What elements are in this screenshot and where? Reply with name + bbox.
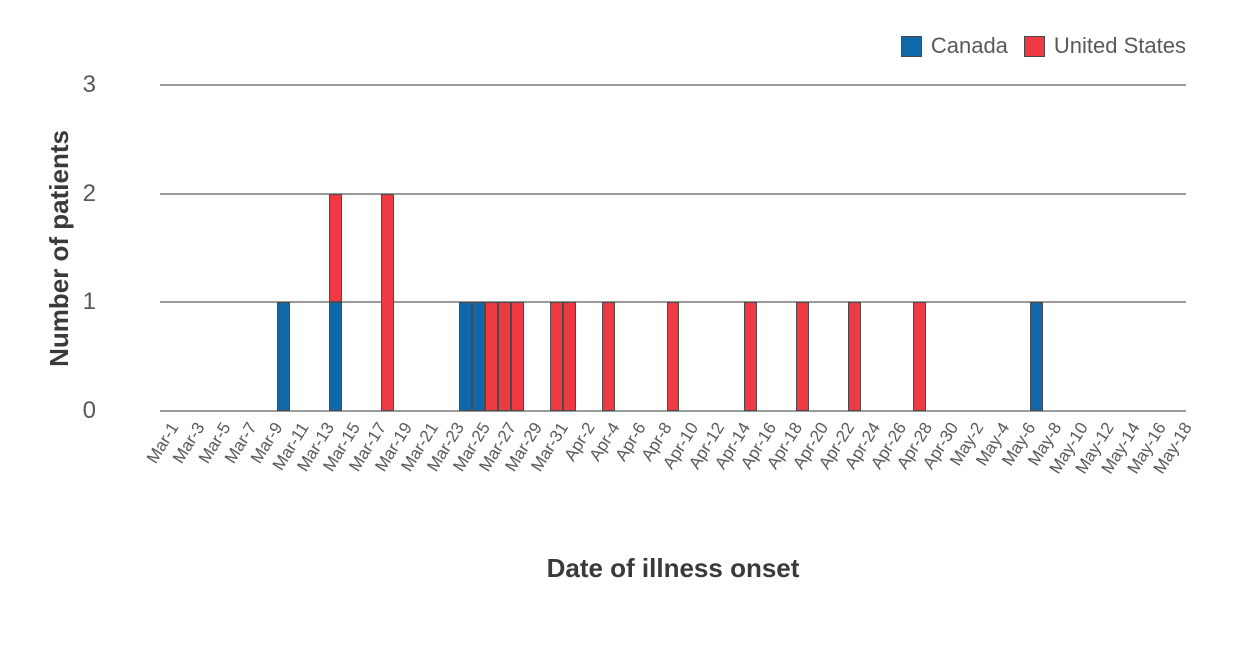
bar-segment-united-states (601, 302, 615, 411)
y-tick-label-0: 0 (82, 397, 96, 424)
plot-area: 0 1 2 3 Mar-1 Mar-3 Mar-5 Mar-7 Mar-9 Mar-11 Mar-1… (82, 71, 1196, 478)
legend: Canada United States (900, 33, 1186, 59)
bar-segment-canada (458, 302, 472, 411)
bar-segment-canada (276, 302, 290, 411)
legend-item-united-states: United States (1023, 33, 1186, 59)
canada-color-swatch-icon (900, 35, 922, 57)
bar-segment-united-states (484, 302, 498, 411)
bar-apr-4 (601, 302, 615, 411)
bar-mar-31 (549, 302, 563, 411)
bar-segment-united-states (510, 302, 524, 411)
bar-segment-canada (471, 302, 485, 411)
gridline-y2 (160, 192, 1186, 195)
bar-apr-15 (744, 302, 758, 411)
bar-segment-united-states (562, 302, 576, 411)
bar-segment-united-states (380, 193, 394, 411)
bar-apr-28 (913, 302, 927, 411)
bar-apr-23 (848, 302, 862, 411)
bar-mar-28 (510, 302, 524, 411)
y-tick-label-3: 3 (82, 71, 96, 98)
bar-segment-united-states (666, 302, 680, 411)
bar-segment-united-states (497, 302, 511, 411)
bar-segment-united-states (796, 302, 810, 411)
bar-segment-canada (1030, 302, 1044, 411)
x-axis-title: Date of illness onset (546, 553, 800, 583)
bar-mar-18 (380, 193, 394, 411)
bar-apr-19 (796, 302, 810, 411)
y-tick-label-1: 1 (82, 288, 96, 316)
bar-segment-united-states (848, 302, 862, 411)
bar-mar-24 (458, 302, 472, 411)
bar-mar-27 (497, 302, 511, 411)
legend-item-canada: Canada (900, 33, 1008, 59)
gridline-y0 (160, 410, 1186, 412)
bar-segment-united-states (328, 193, 342, 303)
bar-segment-united-states (549, 302, 563, 411)
y-axis-title: Number of patients (43, 129, 74, 367)
bar-mar-25 (471, 302, 485, 411)
bar-apr-9 (666, 302, 680, 411)
united-states-color-swatch-icon (1023, 35, 1045, 57)
bar-may-7 (1030, 302, 1044, 411)
bar-mar-14 (328, 193, 342, 411)
legend-label-united-states: United States (1053, 33, 1186, 58)
bar-mar-10 (276, 302, 290, 411)
bar-apr-1 (562, 302, 576, 411)
y-tick-label-2: 2 (82, 179, 96, 207)
bar-segment-united-states (744, 302, 758, 411)
bar-segment-canada (328, 302, 342, 411)
gridline-y3 (160, 84, 1186, 86)
bar-segment-united-states (913, 302, 927, 411)
legend-label-canada: Canada (930, 33, 1008, 58)
bar-mar-26 (484, 302, 498, 411)
